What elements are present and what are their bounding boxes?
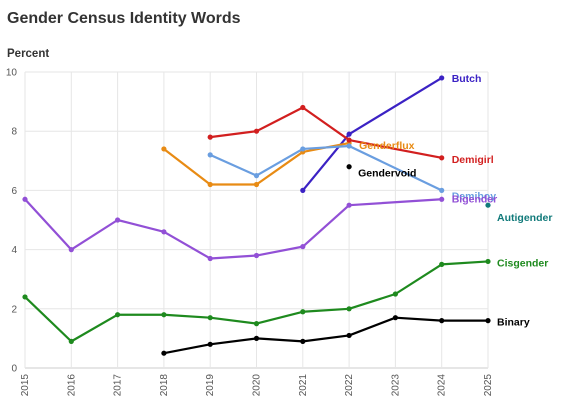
data-point-demiboy xyxy=(300,146,306,152)
series-label-demiboy: Demiboy xyxy=(452,190,497,202)
data-point-bigender xyxy=(300,244,306,250)
y-tick-label: 4 xyxy=(11,245,17,256)
series-lines xyxy=(22,75,491,356)
data-point-cisgender xyxy=(346,306,352,312)
data-point-butch xyxy=(346,131,352,137)
x-tick-label: 2020 xyxy=(252,374,263,397)
data-point-cisgender xyxy=(161,312,167,318)
data-point-demigirl xyxy=(300,104,306,111)
series-label-demigirl: Demigirl xyxy=(452,154,494,166)
data-point-cisgender xyxy=(439,261,445,267)
data-point-bigender xyxy=(439,196,445,202)
y-axis-label: Percent xyxy=(7,48,49,60)
data-point-cisgender xyxy=(68,338,74,344)
data-point-autigender xyxy=(485,202,491,208)
data-point-binary xyxy=(392,315,398,321)
x-tick-label: 2017 xyxy=(113,374,124,397)
y-tick-label: 8 xyxy=(11,127,17,138)
x-axis-ticks: 2015 2016 2017 2018 2019 2020 2021 2022 2023 2024… xyxy=(20,374,494,397)
y-tick-label: 2 xyxy=(11,304,17,315)
y-tick-label: 6 xyxy=(11,186,17,197)
data-point-binary xyxy=(346,332,352,339)
series-label-autigender: Autigender xyxy=(497,212,552,224)
data-point-demigirl xyxy=(346,137,352,143)
series-line-binary xyxy=(163,316,488,355)
data-point-cisgender xyxy=(300,309,306,315)
y-tick-label: 10 xyxy=(6,68,18,79)
x-tick-label: 2025 xyxy=(483,374,494,397)
x-tick-label: 2023 xyxy=(390,374,401,397)
data-point-cisgender xyxy=(115,312,121,318)
data-point-demigirl xyxy=(253,128,260,134)
x-tick-label: 2019 xyxy=(205,374,216,397)
data-point-binary xyxy=(439,318,445,324)
series-label-binary: Binary xyxy=(497,317,530,329)
x-tick-label: 2018 xyxy=(159,374,170,397)
data-point-genderflux xyxy=(253,181,260,188)
data-point-genderflux xyxy=(161,146,167,152)
y-axis-ticks: 0 2 4 6 8 10 xyxy=(6,68,18,375)
data-point-bigender xyxy=(253,252,260,259)
x-tick-label: 2015 xyxy=(20,374,31,397)
series-label-butch: Butch xyxy=(452,73,482,85)
series-label-gendervoid: Gendervoid xyxy=(358,168,416,180)
data-point-bigender xyxy=(68,247,74,253)
y-tick-label: 0 xyxy=(11,364,17,375)
data-point-bigender xyxy=(22,196,28,202)
x-tick-label: 2022 xyxy=(344,374,355,397)
data-point-demiboy xyxy=(346,143,352,149)
data-point-cisgender xyxy=(207,315,213,321)
data-point-gendervoid xyxy=(346,164,352,170)
data-point-cisgender xyxy=(392,291,398,297)
x-tick-label: 2016 xyxy=(66,374,77,397)
data-point-bigender xyxy=(161,229,167,235)
data-point-genderflux xyxy=(207,181,213,188)
x-tick-label: 2024 xyxy=(437,374,448,397)
data-point-bigender xyxy=(346,202,352,208)
x-tick-label: 2021 xyxy=(298,374,309,397)
data-point-demigirl xyxy=(439,155,445,161)
data-point-binary xyxy=(253,335,260,341)
data-point-bigender xyxy=(115,217,121,223)
data-point-binary xyxy=(485,318,491,324)
data-point-cisgender xyxy=(22,294,28,300)
data-point-butch xyxy=(300,187,306,193)
data-point-butch xyxy=(439,75,445,81)
data-point-bigender xyxy=(207,255,213,262)
data-point-demiboy xyxy=(439,187,445,193)
series-label-bigender: Bigender xyxy=(452,193,498,205)
data-point-binary xyxy=(161,350,167,356)
data-point-binary xyxy=(207,341,213,347)
data-point-cisgender xyxy=(253,321,260,327)
chart-title: Gender Census Identity Words xyxy=(7,10,241,27)
data-point-demigirl xyxy=(207,134,213,140)
series-label-cisgender: Cisgender xyxy=(497,257,548,269)
series-label-genderflux: Genderflux xyxy=(359,140,415,152)
data-point-demiboy xyxy=(253,173,260,179)
data-point-cisgender xyxy=(485,258,491,265)
series-labels: Butch Genderflux Demigirl Gendervoid Demiboy… xyxy=(358,73,552,329)
data-point-demiboy xyxy=(207,152,213,158)
data-point-binary xyxy=(300,338,306,344)
